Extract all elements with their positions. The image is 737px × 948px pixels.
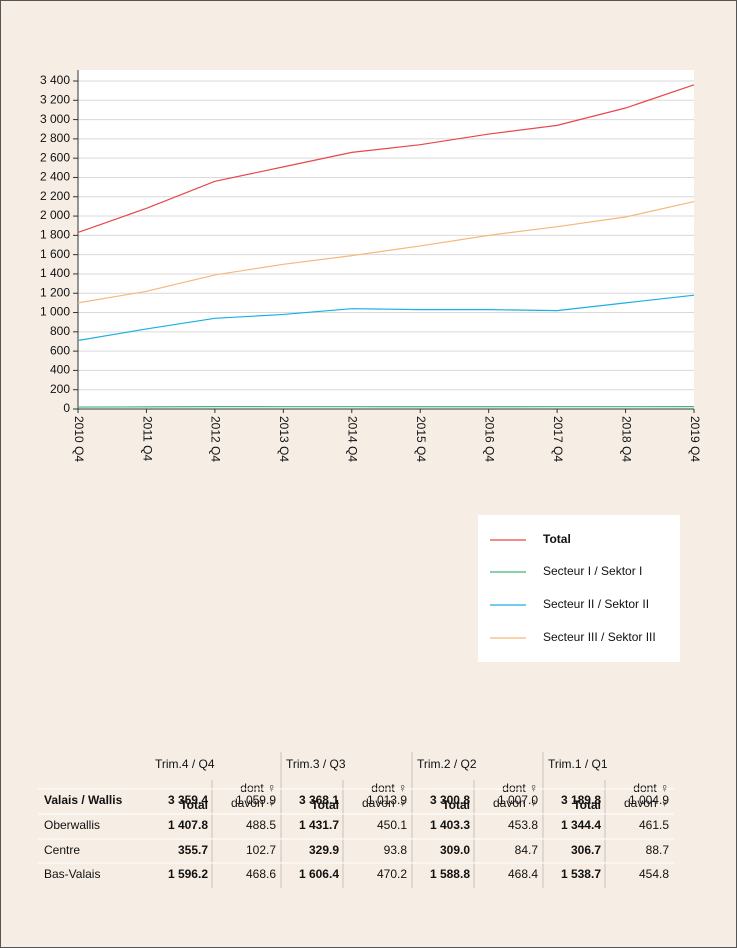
table-subheader: dont ♀ <box>633 781 669 795</box>
table-subheader: dont ♀ <box>240 781 276 795</box>
table-cell: 84.7 <box>515 843 539 857</box>
y-tick-label: 3 000 <box>40 112 70 126</box>
y-tick-label: 2 800 <box>40 131 70 145</box>
y-tick-label: 1 400 <box>40 266 70 280</box>
y-tick-label: 2 400 <box>40 170 70 184</box>
y-tick-label: 1 800 <box>40 228 70 242</box>
series-line <box>77 201 695 304</box>
table-cell: 329.9 <box>309 843 339 857</box>
table-subheader: dont ♀ <box>502 781 538 795</box>
x-tick-label: 2010 Q4 <box>72 416 86 462</box>
table-group-header: Trim.4 / Q4 <box>155 757 215 771</box>
table-group-header: Trim.1 / Q1 <box>548 757 608 771</box>
table-cell: 468.4 <box>508 867 538 881</box>
x-tick-label: 2011 Q4 <box>140 416 154 461</box>
table-cell: 468.6 <box>246 867 276 881</box>
y-tick-label: 0 <box>63 401 70 415</box>
table-cell: 1 007.0 <box>498 793 538 807</box>
table-subheader: davon ♀ <box>231 796 276 810</box>
legend-label: Total <box>543 532 571 546</box>
x-tick-label: 2015 Q4 <box>414 416 428 462</box>
y-tick-label: 3 200 <box>40 92 70 106</box>
table-subheader: davon ♀ <box>624 796 669 810</box>
table-subheader: Total <box>442 798 470 812</box>
table-group-header: Trim.3 / Q3 <box>286 757 346 771</box>
y-tick-label: 1 000 <box>40 305 70 319</box>
table-subheader: Total <box>573 798 601 812</box>
table-cell: 1 538.7 <box>561 867 601 881</box>
table-subheader: Total <box>180 798 208 812</box>
table-row-label: Bas-Valais <box>44 867 100 881</box>
table-cell: 450.1 <box>377 818 407 832</box>
table-cell: 102.7 <box>246 843 276 857</box>
table-cell: 88.7 <box>646 843 670 857</box>
table-cell: 1 004.9 <box>629 793 669 807</box>
y-tick-label: 3 400 <box>40 73 70 87</box>
y-tick-label: 400 <box>50 363 70 377</box>
table-cell: 3 359.4 <box>168 793 208 807</box>
table-cell: 355.7 <box>178 843 208 857</box>
table-cell: 93.8 <box>384 843 408 857</box>
table-cell: 1 407.8 <box>168 818 208 832</box>
table-cell: 488.5 <box>246 818 276 832</box>
table-row-label: Centre <box>44 843 80 857</box>
table-subheader: dont ♀ <box>371 781 407 795</box>
y-tick-label: 1 600 <box>40 247 70 261</box>
y-tick-label: 800 <box>50 324 70 338</box>
legend-label: Secteur I / Sektor I <box>543 564 642 578</box>
x-tick-label: 2013 Q4 <box>277 416 291 462</box>
y-tick-label: 2 600 <box>40 150 70 164</box>
table-cell: 454.8 <box>639 867 669 881</box>
table-cell: 3 300.8 <box>430 793 470 807</box>
table-cell: 1 344.4 <box>561 818 601 832</box>
table-subheader: davon ♀ <box>493 796 538 810</box>
legend-label: Secteur II / Sektor II <box>543 597 649 611</box>
table-cell: 309.0 <box>440 843 470 857</box>
table-cell: 1 596.2 <box>168 867 208 881</box>
x-tick-label: 2014 Q4 <box>346 416 360 462</box>
y-tick-label: 200 <box>50 382 70 396</box>
table-cell: 3 368.1 <box>299 793 339 807</box>
table-cell: 1 606.4 <box>299 867 339 881</box>
x-tick-label: 2012 Q4 <box>209 416 223 462</box>
x-tick-label: 2017 Q4 <box>551 416 565 462</box>
plot-area <box>78 70 694 409</box>
table-cell: 1 588.8 <box>430 867 470 881</box>
table-cell: 3 189.8 <box>561 793 601 807</box>
table-subheader: Total <box>311 798 339 812</box>
table-row-label: Oberwallis <box>44 818 100 832</box>
table-subheader: davon ♀ <box>362 796 407 810</box>
table-cell: 1 431.7 <box>299 818 339 832</box>
x-tick-label: 2016 Q4 <box>482 416 496 462</box>
table-cell: 453.8 <box>508 818 538 832</box>
x-tick-label: 2018 Q4 <box>619 416 633 462</box>
y-tick-label: 2 200 <box>40 189 70 203</box>
table-cell: 470.2 <box>377 867 407 881</box>
series-line <box>77 294 695 342</box>
y-tick-label: 1 200 <box>40 285 70 299</box>
table-cell: 1 403.3 <box>430 818 470 832</box>
legend-label: Secteur III / Sektor III <box>543 630 656 644</box>
table-group-header: Trim.2 / Q2 <box>417 757 477 771</box>
table-cell: 1 059.9 <box>236 793 276 807</box>
table-cell: 306.7 <box>571 843 601 857</box>
series-line <box>77 84 695 234</box>
y-tick-label: 600 <box>50 343 70 357</box>
table-cell: 461.5 <box>639 818 669 832</box>
x-tick-label: 2019 Q4 <box>688 416 702 462</box>
y-tick-label: 2 000 <box>40 208 70 222</box>
table-cell: 1 013.9 <box>367 793 407 807</box>
table-row-label: Valais / Wallis <box>44 793 123 807</box>
